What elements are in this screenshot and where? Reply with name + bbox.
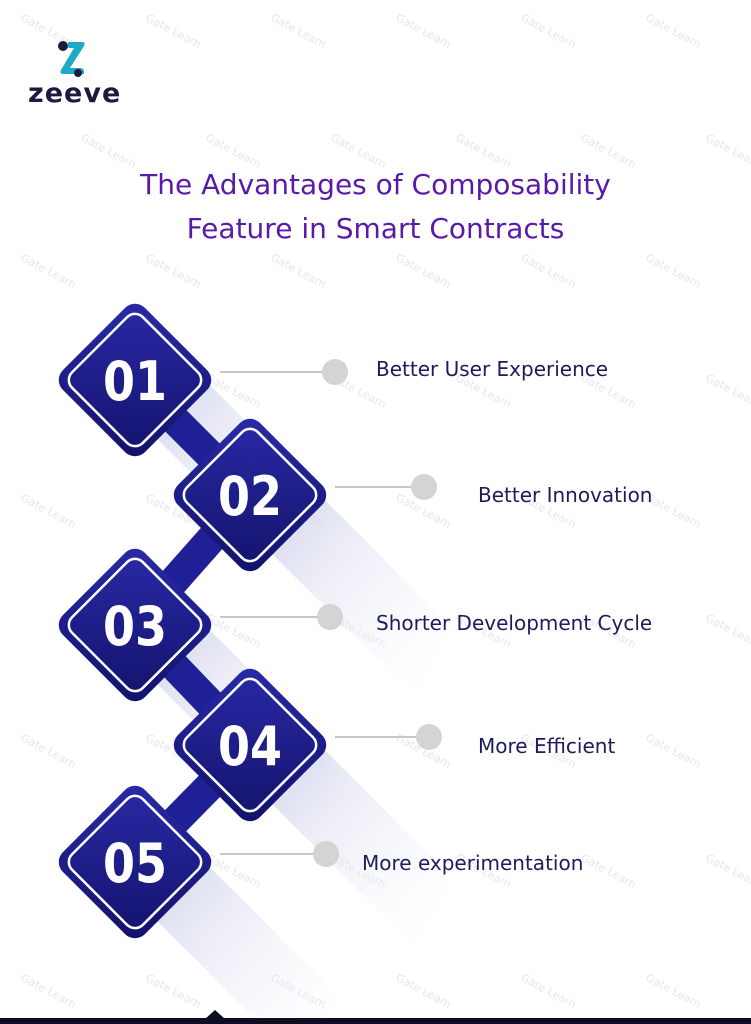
step-number-3: 03 <box>103 595 167 658</box>
zeeve-logo-icon <box>58 41 85 77</box>
step-label-01: Better User Experience <box>376 357 609 381</box>
step-label-02: Better Innovation <box>478 483 653 507</box>
step-label-04: More Efficient <box>478 734 616 758</box>
step-diamond-3: 03 <box>58 548 212 702</box>
diamond-outer <box>173 668 327 822</box>
diamond-shadow-5 <box>151 845 339 1024</box>
step-diamond-1: 01 <box>58 303 212 457</box>
brand-logo <box>24 40 134 110</box>
step-diamond-5: 05 <box>58 785 212 939</box>
step-number-2: 02 <box>218 465 282 528</box>
diamond-inner-border <box>67 794 203 930</box>
diamond-shadow-4 <box>266 728 454 949</box>
step-number-1: 01 <box>103 350 167 413</box>
diamond-outer <box>58 303 212 457</box>
title-line-1: The Advantages of Composability <box>140 168 611 201</box>
step-diamond-4: 04 <box>173 668 327 822</box>
diamond-group: 01 02 03 04 05 <box>58 303 327 939</box>
leader-dot-1 <box>322 359 348 385</box>
step-diamond-2: 02 <box>173 418 327 572</box>
diamond-shadow-2 <box>266 478 454 699</box>
bottom-border <box>0 1018 751 1024</box>
leader-lines <box>220 359 442 867</box>
step-label-05: More experimentation <box>362 851 584 875</box>
diamond-inner-border <box>182 677 318 813</box>
leader-dot-4 <box>416 724 442 750</box>
bottom-notch <box>205 1010 225 1019</box>
diamond-outer <box>58 548 212 702</box>
brand-name: zeeve <box>28 78 122 109</box>
diamond-outer <box>173 418 327 572</box>
diamond-inner-border <box>67 557 203 693</box>
diamond-inner-border <box>182 427 318 563</box>
diamond-outer <box>58 785 212 939</box>
diamond-inner-border <box>67 312 203 448</box>
step-number-4: 04 <box>218 715 282 778</box>
leader-dot-5 <box>313 841 339 867</box>
title-line-2: Feature in Smart Contracts <box>186 212 565 245</box>
leader-dot-2 <box>411 474 437 500</box>
step-label-03: Shorter Development Cycle <box>376 611 653 635</box>
step-number-5: 05 <box>103 832 167 895</box>
leader-dot-3 <box>317 604 343 630</box>
